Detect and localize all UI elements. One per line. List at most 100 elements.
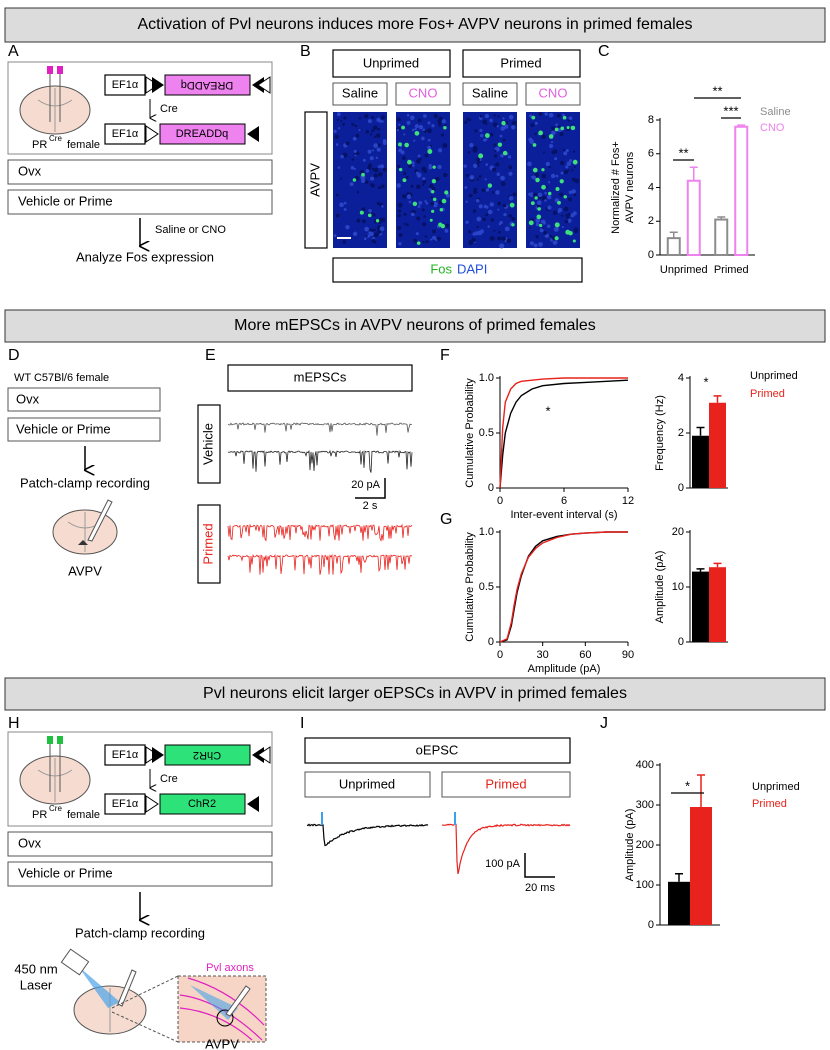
- panel-label: C: [598, 43, 610, 60]
- title: mEPSCs: [294, 369, 347, 384]
- nucleus: [371, 115, 374, 119]
- construct-box: [159, 793, 246, 815]
- nucleus: [400, 150, 405, 155]
- fos-cell: [440, 223, 446, 229]
- nucleus: [380, 115, 386, 120]
- nucleus: [336, 118, 339, 121]
- nucleus: [491, 191, 495, 194]
- fos-cell: [431, 209, 435, 213]
- title: oEPSC: [416, 742, 459, 757]
- nucleus: [337, 127, 341, 130]
- fos-cell: [501, 120, 506, 126]
- y-label: Frequency (Hz): [654, 395, 666, 471]
- y-tick-label: 2: [678, 427, 684, 439]
- panel-label: H: [8, 715, 20, 732]
- nucleus: [423, 114, 427, 118]
- x-label: Inter-event interval (s): [511, 509, 618, 521]
- nucleus: [552, 240, 558, 245]
- nucleus: [508, 171, 513, 176]
- nucleus: [398, 123, 401, 126]
- nucleus: [445, 193, 450, 198]
- bar: [734, 125, 749, 256]
- panel-label: A: [8, 43, 19, 60]
- nucleus: [373, 173, 378, 178]
- fos-cell: [531, 115, 536, 120]
- nucleus: [472, 209, 477, 213]
- nucleus: [413, 139, 416, 142]
- nucleus: [333, 234, 337, 237]
- nucleus: [398, 242, 402, 246]
- nucleus: [561, 225, 564, 229]
- nucleus: [529, 241, 534, 246]
- nucleus: [546, 194, 552, 200]
- nucleus: [574, 178, 580, 184]
- nucleus: [433, 203, 438, 208]
- panel-b: Unprimed Primed Saline CNO Saline CNO AV…: [304, 49, 583, 283]
- nucleus: [544, 199, 547, 202]
- panel-h: PR Cre female EF1α ChR2 Cre EF1α ChR2 Ov…: [7, 731, 273, 1050]
- laser: 450 nm: [14, 961, 57, 976]
- nucleus: [424, 153, 429, 158]
- nucleus: [550, 238, 553, 242]
- nucleus: [508, 214, 512, 218]
- nucleus: [553, 226, 559, 232]
- fos-cell: [432, 165, 436, 169]
- nucleus: [482, 217, 487, 222]
- nucleus: [545, 185, 549, 188]
- banner: [4, 309, 826, 343]
- nucleus: [544, 191, 547, 195]
- nucleus: [568, 190, 572, 194]
- nucleus: [534, 121, 538, 125]
- nucleus: [494, 147, 498, 151]
- fos-cell: [487, 183, 493, 188]
- nucleus: [368, 208, 373, 213]
- legend-entry: Primed: [752, 798, 787, 810]
- fos-cell: [404, 142, 409, 148]
- nucleus: [343, 201, 347, 205]
- nucleus: [472, 147, 478, 153]
- fos-cell: [554, 236, 559, 241]
- nucleus: [467, 151, 471, 154]
- panel-label: I: [300, 715, 304, 732]
- step-box: [7, 189, 273, 215]
- nucleus: [502, 117, 505, 120]
- trace: [227, 449, 413, 473]
- fos-cell: [557, 200, 561, 205]
- nucleus: [548, 143, 554, 149]
- group-box: [197, 404, 221, 484]
- virus: [47, 736, 53, 744]
- nucleus: [556, 113, 561, 118]
- nucleus: [511, 125, 516, 130]
- nucleus: [369, 231, 374, 237]
- panel-a: PR Cre female EF1α DREADDq Cre EF1α DREA…: [7, 61, 273, 264]
- nucleus: [469, 142, 474, 148]
- nucleus: [438, 116, 443, 122]
- nucleus: [557, 207, 563, 213]
- cumulative-line: [499, 531, 628, 643]
- nucleus: [343, 207, 347, 211]
- nucleus: [489, 118, 493, 123]
- nucleus: [493, 154, 498, 158]
- x-tick-label: 60: [579, 649, 591, 661]
- nucleus: [567, 169, 570, 172]
- nucleus: [381, 120, 384, 123]
- nucleus: [511, 120, 517, 126]
- panel-i: oEPSC Unprimed Primed 100 pA 20 ms: [304, 737, 571, 894]
- nucleus: [512, 192, 517, 197]
- x-tick-label: Primed: [714, 264, 749, 276]
- nucleus: [565, 220, 568, 223]
- nucleus: [401, 194, 407, 199]
- fos-cell: [441, 198, 447, 204]
- nucleus: [340, 119, 343, 122]
- nucleus: [502, 203, 507, 208]
- y-tick-label: 100: [636, 879, 654, 891]
- brain-detail: [37, 88, 73, 132]
- nucleus: [559, 192, 564, 197]
- y-tick-label: 1.0: [479, 372, 494, 384]
- nucleus: [422, 128, 426, 132]
- nucleus: [497, 115, 500, 118]
- nucleus: [551, 126, 555, 131]
- fos-cell: [555, 186, 560, 192]
- nucleus: [411, 128, 415, 132]
- nucleus: [474, 231, 479, 236]
